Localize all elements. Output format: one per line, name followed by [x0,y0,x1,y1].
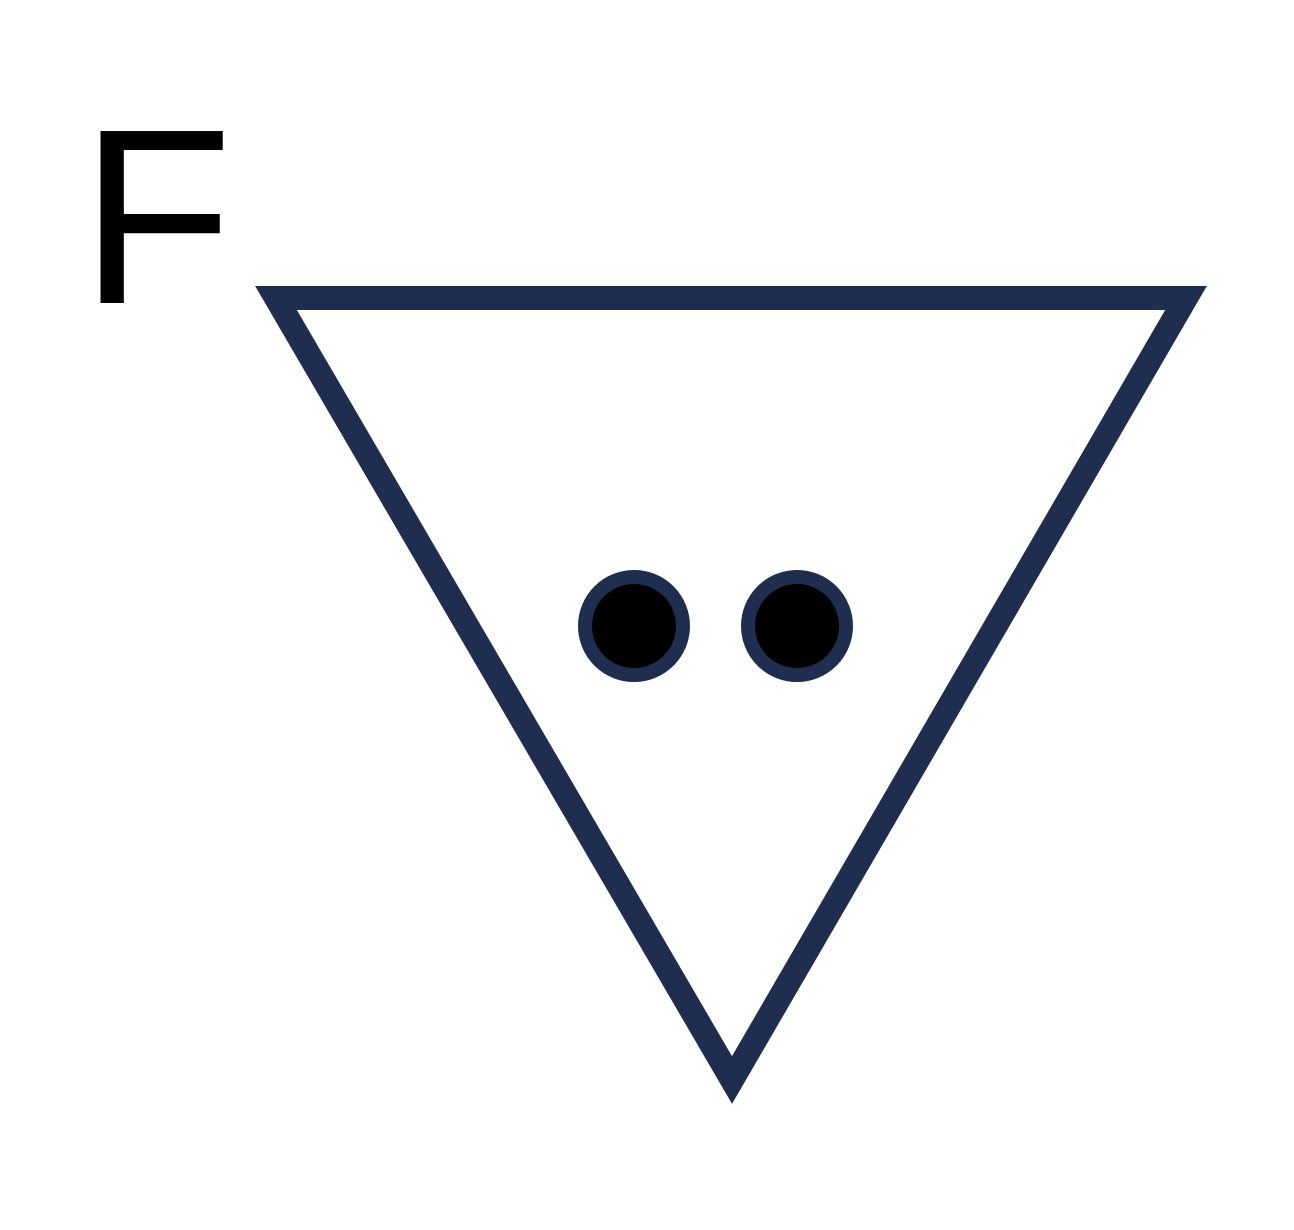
dot-right [741,570,853,682]
dot-left [578,570,690,682]
panel-label: F [80,77,233,356]
inverted-triangle [255,286,1207,1104]
